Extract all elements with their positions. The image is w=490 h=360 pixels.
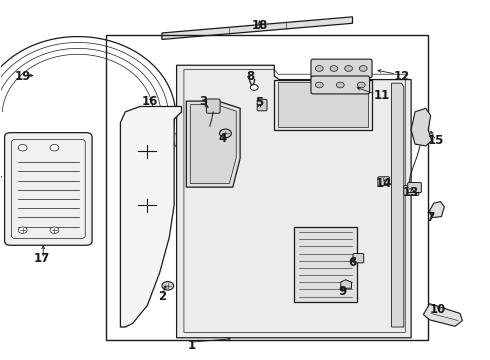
Text: 1: 1 — [187, 339, 196, 352]
Polygon shape — [176, 65, 411, 338]
Text: 16: 16 — [142, 95, 158, 108]
Circle shape — [18, 227, 27, 233]
Bar — [294, 226, 357, 302]
Text: 19: 19 — [15, 69, 31, 82]
Text: 2: 2 — [158, 290, 166, 303]
Circle shape — [220, 129, 231, 138]
Bar — [106, 35, 428, 339]
Polygon shape — [186, 101, 240, 187]
Polygon shape — [190, 105, 236, 184]
Circle shape — [336, 82, 344, 88]
Text: 18: 18 — [251, 19, 268, 32]
Circle shape — [50, 144, 59, 151]
Text: 7: 7 — [427, 211, 435, 224]
Text: 8: 8 — [246, 69, 254, 82]
Text: 13: 13 — [403, 186, 419, 199]
FancyBboxPatch shape — [311, 59, 372, 78]
Circle shape — [250, 85, 258, 90]
Text: 12: 12 — [393, 69, 410, 82]
FancyBboxPatch shape — [257, 99, 267, 111]
Circle shape — [344, 66, 352, 71]
Circle shape — [316, 66, 323, 71]
Polygon shape — [162, 17, 352, 40]
Text: 11: 11 — [374, 89, 390, 102]
Polygon shape — [430, 202, 444, 218]
Text: 6: 6 — [348, 256, 357, 269]
Text: 3: 3 — [199, 95, 208, 108]
Polygon shape — [423, 304, 463, 326]
FancyBboxPatch shape — [206, 99, 220, 113]
Bar — [278, 82, 368, 127]
Circle shape — [359, 66, 367, 71]
Text: 15: 15 — [427, 134, 444, 147]
Polygon shape — [392, 83, 404, 327]
Circle shape — [18, 144, 27, 151]
Polygon shape — [173, 134, 185, 147]
FancyBboxPatch shape — [404, 185, 419, 195]
Polygon shape — [341, 280, 351, 288]
Circle shape — [357, 82, 365, 88]
Text: 17: 17 — [34, 252, 50, 265]
Circle shape — [316, 82, 323, 88]
Text: 5: 5 — [255, 96, 264, 109]
Text: 14: 14 — [376, 177, 392, 190]
Bar — [274, 80, 372, 130]
Circle shape — [162, 282, 173, 290]
Polygon shape — [121, 107, 181, 327]
Circle shape — [330, 66, 338, 71]
FancyBboxPatch shape — [353, 253, 364, 263]
FancyBboxPatch shape — [311, 76, 369, 94]
Circle shape — [50, 227, 59, 233]
Polygon shape — [411, 108, 432, 146]
FancyBboxPatch shape — [408, 183, 421, 193]
FancyBboxPatch shape — [378, 177, 390, 185]
Text: 9: 9 — [339, 285, 347, 298]
Text: 10: 10 — [430, 303, 446, 316]
FancyBboxPatch shape — [4, 133, 92, 245]
Text: 4: 4 — [219, 132, 227, 145]
